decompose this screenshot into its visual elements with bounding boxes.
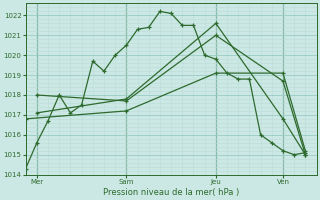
X-axis label: Pression niveau de la mer( hPa ): Pression niveau de la mer( hPa ) [103, 188, 239, 197]
